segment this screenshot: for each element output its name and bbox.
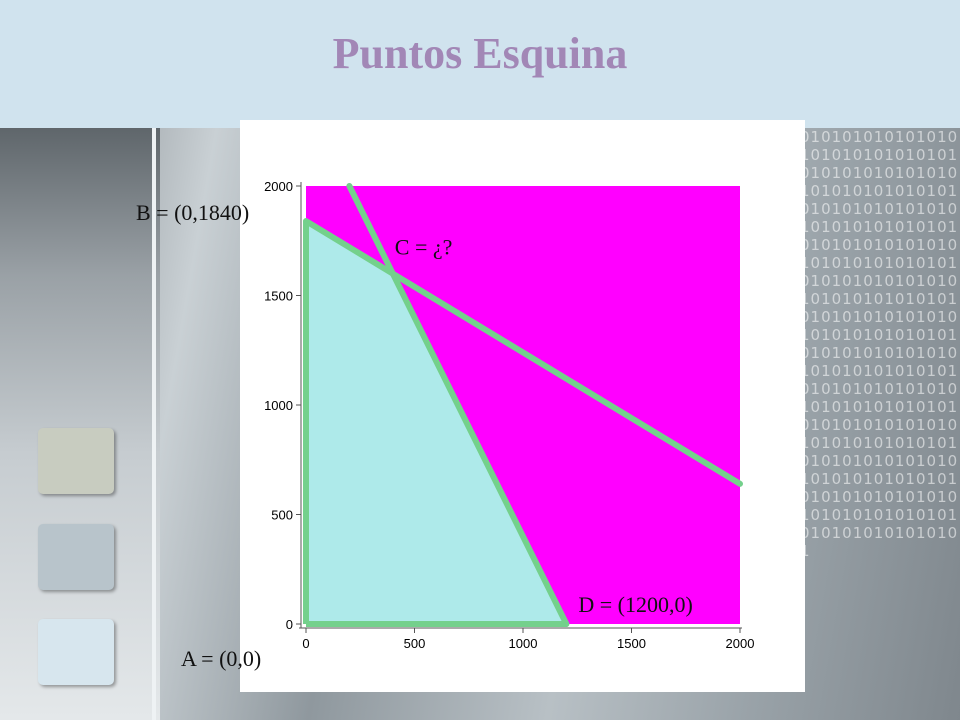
- slide-header: Puntos Esquina: [0, 0, 960, 128]
- corner-label-b: B = (0,1840): [136, 200, 249, 225]
- y-tick-label-0: 0: [286, 617, 293, 632]
- x-tick-label-1500: 1500: [617, 636, 646, 651]
- x-tick-label-1000: 1000: [509, 636, 538, 651]
- constraint-line-1: [303, 218, 743, 487]
- corner-label-d: D = (1200,0): [578, 592, 692, 617]
- x-tick-label-2000: 2000: [726, 636, 755, 651]
- corner-label-a: A = (0,0): [181, 646, 261, 671]
- y-tick-label-1500: 1500: [264, 289, 293, 304]
- constraint-line-2: [346, 183, 570, 627]
- decorative-square-3: [38, 619, 114, 685]
- y-tick-label-1000: 1000: [264, 398, 293, 413]
- slide-title: Puntos Esquina: [332, 29, 628, 78]
- decorative-square-2: [38, 524, 114, 590]
- x-tick-label-500: 500: [404, 636, 426, 651]
- x-tick-label-0: 0: [302, 636, 309, 651]
- panel-divider: [152, 128, 156, 720]
- feasible-region: [306, 221, 567, 625]
- corner-label-c: C = ¿?: [395, 235, 453, 260]
- y-tick-label-500: 500: [271, 508, 293, 523]
- y-tick-label-2000: 2000: [264, 179, 293, 194]
- decorative-square-1: [38, 428, 114, 494]
- binary-pattern-decoration: 0101010101010101010101010101010101010101…: [800, 128, 959, 560]
